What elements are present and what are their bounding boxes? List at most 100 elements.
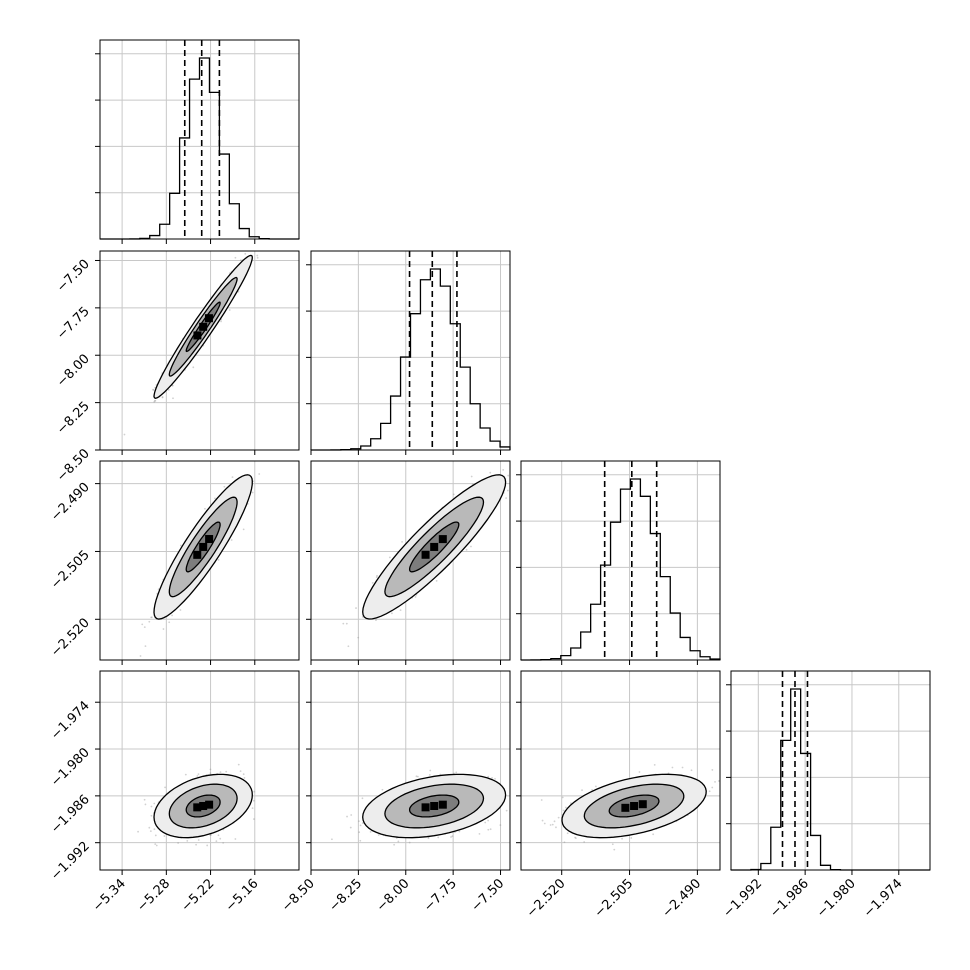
sample-point — [177, 842, 180, 844]
density-panel — [95, 460, 300, 665]
histogram-step — [100, 57, 299, 240]
sample-point — [375, 576, 378, 579]
sample-point — [253, 790, 256, 793]
density-peak — [421, 803, 430, 812]
sample-point — [357, 820, 360, 823]
sample-point — [153, 399, 156, 402]
sample-point — [242, 773, 245, 776]
sample-point — [141, 623, 144, 626]
sample-point — [574, 837, 577, 840]
sample-point — [172, 397, 174, 400]
sample-point — [148, 620, 151, 623]
sample-point — [219, 837, 222, 840]
sample-point — [681, 766, 684, 769]
sample-point — [451, 835, 454, 838]
sample-point — [369, 831, 372, 833]
density-core — [421, 535, 447, 559]
sample-point — [526, 787, 528, 789]
sample-point — [209, 768, 212, 771]
sample-point — [196, 775, 199, 777]
sample-point — [507, 474, 510, 477]
sample-point — [399, 609, 402, 612]
sample-point — [163, 835, 166, 837]
sample-point — [219, 771, 222, 774]
density-peak — [199, 542, 208, 551]
histogram-step — [520, 478, 721, 661]
sample-point — [494, 778, 496, 780]
panel-frame — [310, 250, 511, 451]
sample-point — [478, 832, 481, 835]
sample-point — [487, 775, 490, 778]
sample-point — [505, 497, 508, 499]
sample-point — [630, 837, 633, 839]
sample-point — [371, 582, 374, 584]
density-peak — [205, 535, 214, 544]
sample-point — [186, 839, 189, 842]
sample-point — [242, 528, 245, 531]
sample-point — [491, 776, 493, 779]
sample-point — [393, 843, 396, 846]
panel-frame — [730, 670, 931, 871]
sample-point — [209, 834, 212, 837]
sample-point — [220, 320, 222, 323]
sample-point — [506, 489, 509, 492]
sample-point — [253, 818, 255, 820]
sample-point — [237, 763, 240, 766]
density-panel — [306, 458, 517, 665]
sample-point — [152, 388, 154, 391]
density-peak — [193, 550, 202, 559]
density-peak — [430, 542, 439, 551]
panel-frame — [99, 460, 300, 661]
sample-point — [243, 777, 246, 779]
sample-point — [557, 816, 560, 819]
sample-point — [150, 805, 153, 808]
density-peak — [199, 802, 208, 811]
sample-point — [515, 458, 517, 460]
sample-point — [346, 815, 348, 818]
sample-point — [429, 769, 432, 772]
sample-point — [256, 254, 259, 257]
sample-point — [139, 655, 142, 657]
density-panel — [95, 670, 300, 875]
sample-point — [470, 475, 473, 478]
panel-frame — [520, 460, 721, 661]
sample-point — [222, 841, 225, 844]
sample-point — [465, 548, 468, 551]
sample-point — [192, 366, 195, 369]
sample-point — [408, 841, 411, 844]
sample-point — [206, 844, 209, 847]
sample-point — [214, 497, 216, 500]
sample-point — [455, 771, 458, 774]
sample-point — [148, 826, 151, 829]
sample-point — [161, 396, 164, 398]
sample-point — [161, 396, 164, 399]
histogram-step — [731, 688, 930, 871]
density-peak — [438, 535, 447, 544]
sample-point — [168, 621, 171, 624]
sample-point — [512, 467, 514, 469]
sample-point — [171, 614, 173, 617]
sample-point — [251, 491, 254, 494]
histogram-panel — [726, 670, 931, 875]
density-core — [193, 314, 213, 340]
sample-point — [437, 836, 440, 839]
sample-point — [401, 540, 403, 543]
sample-point — [261, 244, 263, 246]
density-panel — [306, 670, 528, 875]
sample-point — [397, 840, 400, 843]
sample-point — [359, 824, 362, 827]
sample-point — [162, 628, 165, 630]
density-peak — [205, 800, 214, 809]
sample-point — [487, 819, 490, 822]
sample-point — [154, 843, 157, 846]
sample-point — [151, 616, 153, 619]
density-panel — [95, 244, 300, 455]
sample-point — [489, 471, 492, 474]
sample-point — [231, 476, 234, 479]
sample-point — [179, 609, 182, 611]
sample-point — [355, 607, 357, 609]
sample-point — [470, 545, 472, 548]
sample-point — [204, 507, 206, 510]
sample-point — [154, 399, 157, 402]
sample-point — [167, 388, 170, 391]
